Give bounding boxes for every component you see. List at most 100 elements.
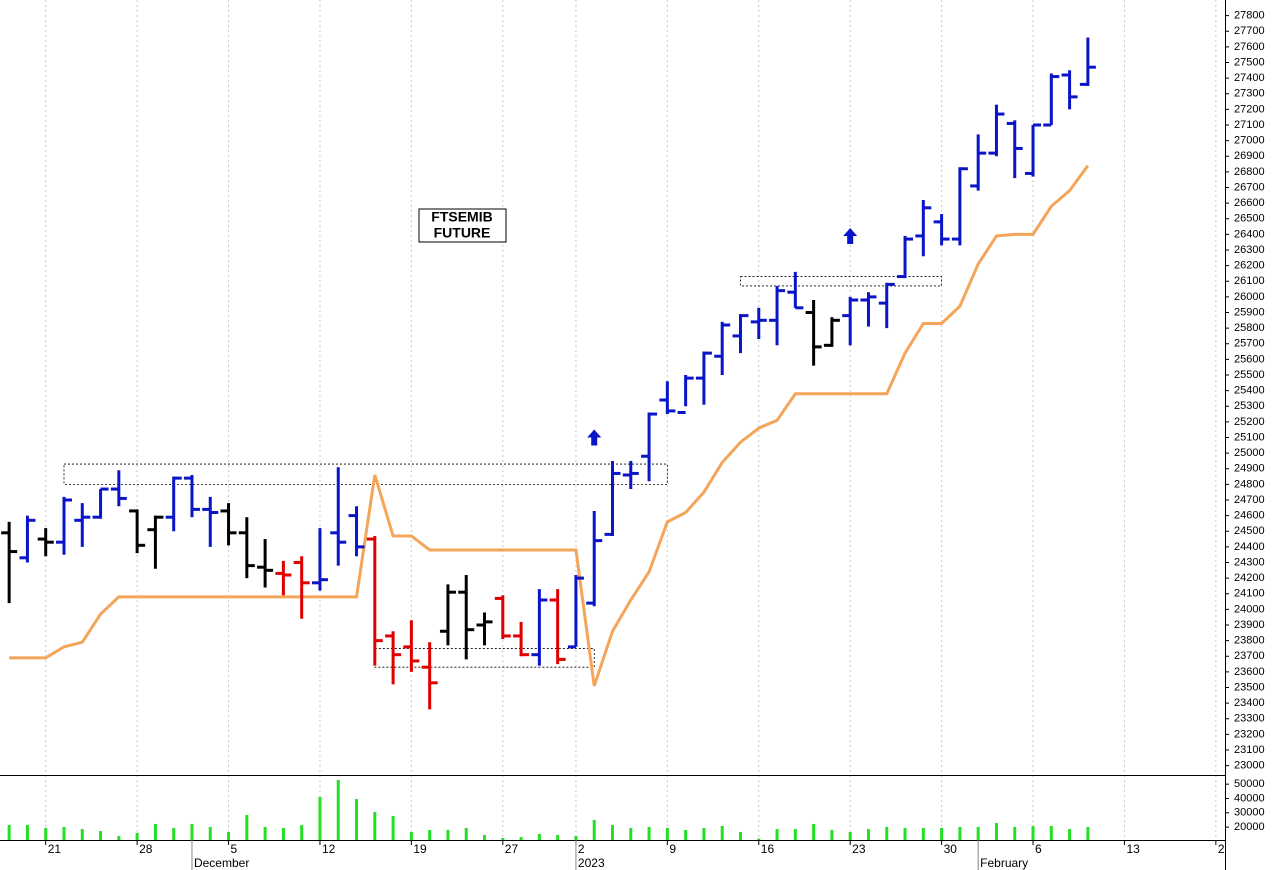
y-tick-label: 27400 bbox=[1234, 72, 1265, 84]
y-tick-label: 24600 bbox=[1234, 510, 1265, 522]
plot bbox=[1, 37, 1096, 840]
y-tick-label: 23100 bbox=[1234, 744, 1265, 756]
y-tick-label: 26800 bbox=[1234, 166, 1265, 178]
x-tick-label: 9 bbox=[669, 842, 676, 856]
y-tick-label: 25300 bbox=[1234, 400, 1265, 412]
volume-bar bbox=[830, 829, 834, 840]
y-tick-label: 30000 bbox=[1234, 807, 1265, 819]
month-label: 2023 bbox=[578, 856, 605, 870]
zone bbox=[740, 276, 943, 287]
y-tick-label: 25000 bbox=[1234, 447, 1265, 459]
volume-bar bbox=[903, 827, 907, 840]
volume-bar bbox=[848, 831, 852, 840]
y-tick-label: 23700 bbox=[1234, 650, 1265, 662]
y-tick-label: 23400 bbox=[1234, 697, 1265, 709]
x-tick-label: 2 bbox=[1218, 842, 1225, 856]
y-tick-label: 24300 bbox=[1234, 556, 1265, 568]
volume-bar bbox=[592, 819, 596, 840]
volume-bar bbox=[940, 827, 944, 840]
x-tick-label: 28 bbox=[139, 842, 153, 856]
y-tick-label: 24800 bbox=[1234, 478, 1265, 490]
volume-bar bbox=[994, 822, 998, 840]
volume-bar bbox=[702, 827, 706, 840]
volume-bar bbox=[647, 826, 651, 840]
volume-bar bbox=[958, 826, 962, 840]
y-tick-label: 23600 bbox=[1234, 666, 1265, 678]
y-tick-label: 27300 bbox=[1234, 88, 1265, 100]
y-tick-label: 24400 bbox=[1234, 541, 1265, 553]
volume-bar bbox=[208, 826, 212, 840]
volume-bar bbox=[574, 835, 578, 840]
volume-bar bbox=[172, 827, 176, 840]
zone bbox=[63, 463, 668, 485]
volume-bar bbox=[483, 834, 487, 840]
month-label: December bbox=[194, 856, 249, 870]
volume-bar bbox=[720, 825, 724, 840]
x-tick-label: 16 bbox=[761, 842, 775, 856]
month-label: February bbox=[980, 856, 1028, 870]
volume-bar bbox=[391, 815, 395, 840]
y-tick-label: 27100 bbox=[1234, 119, 1265, 131]
x-tick-label: 13 bbox=[1126, 842, 1140, 856]
y-tick-label: 24000 bbox=[1234, 603, 1265, 615]
volume-bar bbox=[793, 828, 797, 840]
volume-bar bbox=[866, 828, 870, 840]
volume-bar bbox=[501, 837, 505, 840]
volume-bar bbox=[117, 835, 121, 840]
volume-bar bbox=[464, 827, 468, 840]
volume-bar bbox=[227, 831, 231, 840]
y-tick-label: 27700 bbox=[1234, 25, 1265, 37]
chart-title: FTSEMIB bbox=[431, 209, 492, 225]
volume-bar bbox=[281, 827, 285, 840]
volume-bar bbox=[1068, 828, 1072, 840]
x-tick-label: 23 bbox=[852, 842, 866, 856]
volume-bar bbox=[355, 799, 359, 840]
x-tick-label: 30 bbox=[944, 842, 958, 856]
volume-bar bbox=[25, 824, 29, 840]
y-tick-label: 25900 bbox=[1234, 306, 1265, 318]
volume-bar bbox=[556, 834, 560, 840]
volume-bar bbox=[1013, 826, 1017, 840]
volume-bar bbox=[665, 827, 669, 840]
x-tick-label: 6 bbox=[1035, 842, 1042, 856]
y-tick-label: 24500 bbox=[1234, 525, 1265, 537]
y-tick-label: 24700 bbox=[1234, 494, 1265, 506]
y-tick-label: 26700 bbox=[1234, 181, 1265, 193]
y-tick-label: 27000 bbox=[1234, 135, 1265, 147]
volume-bar bbox=[775, 828, 779, 840]
volume-bar bbox=[629, 827, 633, 840]
volume-bar bbox=[738, 831, 742, 840]
volume-bar bbox=[519, 836, 523, 840]
volume-bar bbox=[190, 823, 194, 840]
x-tick-label: 5 bbox=[231, 842, 238, 856]
volume-bar bbox=[885, 826, 889, 840]
volume-bar bbox=[245, 814, 249, 840]
y-tick-label: 27200 bbox=[1234, 103, 1265, 115]
volume-bar bbox=[336, 780, 340, 840]
volume-bar bbox=[300, 824, 304, 840]
volume-bar bbox=[44, 827, 48, 840]
y-tick-label: 24100 bbox=[1234, 588, 1265, 600]
volume-bar bbox=[757, 838, 761, 840]
volume-bar bbox=[446, 829, 450, 840]
y-tick-label: 27500 bbox=[1234, 56, 1265, 68]
signal-arrow bbox=[587, 429, 602, 446]
volume-bar bbox=[80, 828, 84, 840]
volume-bar bbox=[153, 823, 157, 840]
volume-bar bbox=[1049, 825, 1053, 840]
signal-arrow bbox=[843, 227, 858, 244]
y-tick-label: 24200 bbox=[1234, 572, 1265, 584]
y-tick-label: 40000 bbox=[1234, 792, 1265, 804]
y-tick-label: 26400 bbox=[1234, 228, 1265, 240]
y-tick-label: 26300 bbox=[1234, 244, 1265, 256]
volume-bar bbox=[7, 824, 11, 840]
title-box bbox=[418, 208, 507, 243]
y-tick-label: 25700 bbox=[1234, 338, 1265, 350]
volume-bar bbox=[99, 830, 103, 840]
volume-bar bbox=[409, 831, 413, 840]
volume-bar bbox=[263, 826, 267, 840]
y-tick-label: 27600 bbox=[1234, 41, 1265, 53]
y-tick-label: 26500 bbox=[1234, 213, 1265, 225]
